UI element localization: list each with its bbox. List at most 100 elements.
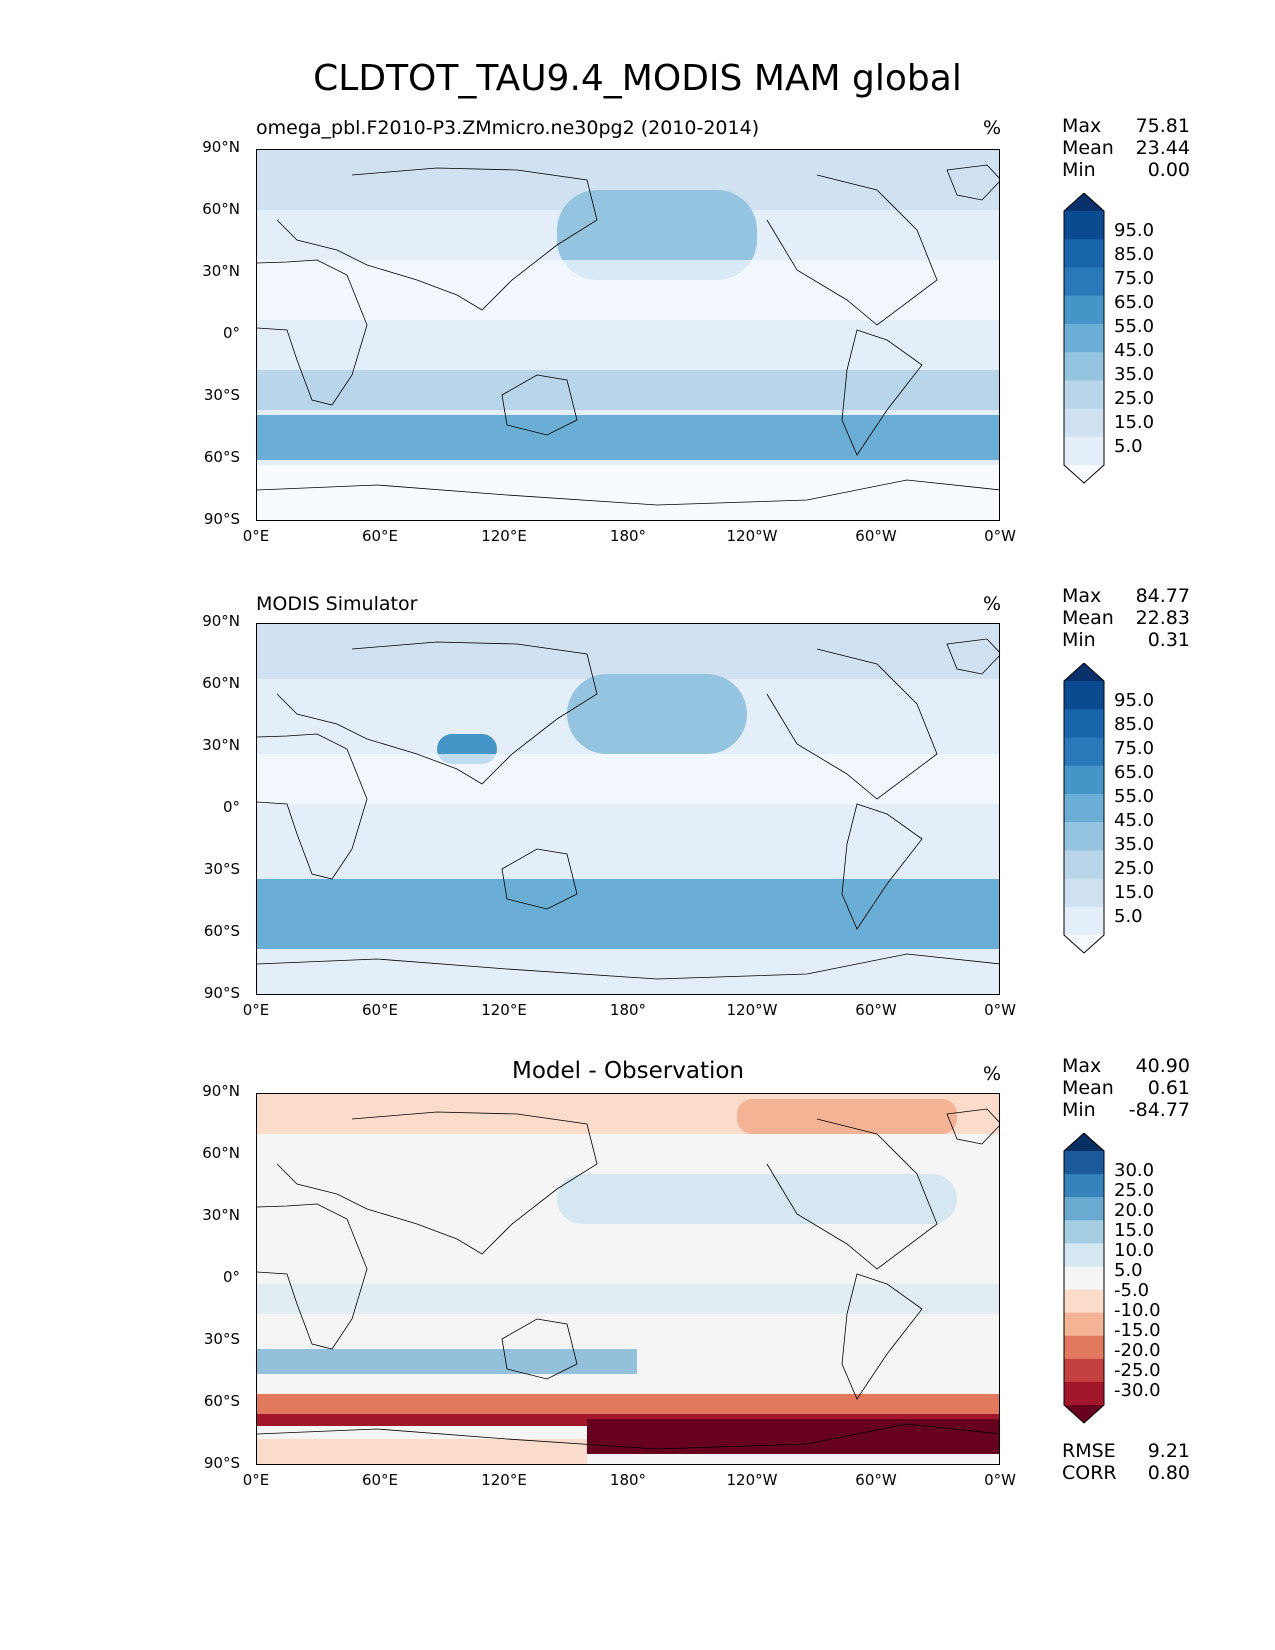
field-band [567, 674, 747, 754]
colorbar [1063, 193, 1105, 484]
y-tick-label: 60°N [202, 1144, 240, 1162]
colorbar-segment [1064, 1381, 1104, 1406]
stat-label: Max [1062, 115, 1102, 137]
y-tick-label: 60°S [203, 448, 240, 466]
colorbar-tick-label: 10.0 [1114, 1240, 1155, 1261]
colorbar-tick-label: 20.0 [1114, 1200, 1155, 1221]
x-tick-label: 0°E [242, 1471, 270, 1489]
coastlines [257, 638, 999, 980]
x-tick-label: 0°E [242, 527, 270, 545]
colorbar-tick-label: 55.0 [1114, 786, 1155, 807]
colorbar-segment [1064, 193, 1104, 211]
colorbar-outline [1063, 193, 1105, 484]
x-tick-label: 60°E [361, 527, 399, 545]
colorbar-segment [1064, 681, 1104, 710]
stat-label: Min [1062, 159, 1096, 181]
units-label: % [983, 117, 1002, 139]
y-tick-label: 0° [222, 324, 240, 342]
field-band [257, 415, 999, 460]
field-band [257, 624, 999, 679]
x-tick-label: 120°E [481, 527, 527, 545]
colorbar-segment [1064, 267, 1104, 297]
x-tick-label: 180° [609, 1471, 647, 1489]
colorbar-tick-label: 45.0 [1114, 340, 1155, 361]
colorbar-tick-label: -15.0 [1114, 1320, 1161, 1341]
colorbar-tick-label: 85.0 [1114, 714, 1155, 735]
field-band [257, 1349, 637, 1374]
colorbar-tick-label: -20.0 [1114, 1340, 1161, 1361]
y-tick-label: 90°S [203, 984, 240, 1002]
colorbar-segment [1064, 822, 1104, 851]
colorbar-segment [1064, 663, 1104, 681]
stat-label: Mean [1062, 607, 1114, 629]
colorbar-segment [1064, 1133, 1104, 1151]
y-tick-label: 30°S [203, 386, 240, 404]
stats-block: Max 40.90 Mean 0.61 Min -84.77 [1062, 1055, 1190, 1121]
stat-label: RMSE [1062, 1440, 1116, 1462]
colorbar-segment [1064, 352, 1104, 381]
colorbar-tick-label: 25.0 [1114, 388, 1155, 409]
colorbar-segment [1064, 1312, 1104, 1337]
colorbar-segment [1064, 1243, 1104, 1267]
colorbar-tick-label: 25.0 [1114, 858, 1155, 879]
field-band [257, 1284, 999, 1314]
stat-label: Max [1062, 1055, 1102, 1077]
y-tick-label: 30°N [202, 736, 240, 754]
y-tick-label: 30°S [203, 860, 240, 878]
stats-block: Max 75.81 Mean 23.44 Min 0.00 [1062, 115, 1190, 181]
colorbar-tick-label: -25.0 [1114, 1360, 1161, 1381]
colorbar-segment [1064, 765, 1104, 795]
colorbar-segment [1064, 323, 1104, 353]
rmse-corr-block: RMSE 9.21 CORR 0.80 [1062, 1440, 1190, 1484]
colorbar-segment [1064, 1289, 1104, 1314]
field-band [737, 1099, 957, 1134]
colorbar-tick-label: -30.0 [1114, 1380, 1161, 1401]
colorbar-segment [1064, 1335, 1104, 1360]
stat-value: 0.00 [1147, 159, 1190, 181]
units-label: % [983, 593, 1002, 615]
x-tick-label: 120°E [481, 1001, 527, 1019]
colorbar-segment [1064, 1220, 1104, 1244]
colorbar-segment [1064, 1197, 1104, 1221]
stat-label: CORR [1062, 1462, 1117, 1484]
x-tick-label: 0°E [242, 1001, 270, 1019]
y-tick-label: 30°N [202, 1206, 240, 1224]
colorbar-segment [1064, 850, 1104, 880]
y-tick-label: 60°S [203, 1392, 240, 1410]
y-tick-label: 0° [222, 798, 240, 816]
stat-value: 9.21 [1147, 1440, 1190, 1462]
stat-label: Mean [1062, 1077, 1114, 1099]
colorbar-tick-label: 5.0 [1114, 906, 1143, 927]
colorbar-outline [1063, 663, 1105, 954]
y-tick-label: 30°S [203, 1330, 240, 1348]
field-band [557, 190, 757, 280]
x-tick-label: 120°W [726, 1001, 778, 1019]
colorbar-tick-label: -10.0 [1114, 1300, 1161, 1321]
field-band [587, 1419, 999, 1454]
stat-value: 0.31 [1147, 629, 1190, 651]
y-tick-label: 0° [222, 1268, 240, 1286]
colorbar-segment [1064, 380, 1104, 410]
field-band [257, 949, 999, 994]
colorbar-segment [1064, 906, 1104, 936]
colorbar-segment [1064, 1174, 1104, 1198]
x-tick-label: 120°W [726, 527, 778, 545]
stat-value: -84.77 [1128, 1099, 1190, 1121]
y-tick-label: 60°N [202, 200, 240, 218]
colorbar-segment [1064, 465, 1104, 483]
colorbar-tick-label: 95.0 [1114, 220, 1155, 241]
colorbar-tick-label: 65.0 [1114, 762, 1155, 783]
colorbar-tick-label: 5.0 [1114, 1260, 1143, 1281]
field-band [257, 465, 999, 520]
y-tick-label: 30°N [202, 262, 240, 280]
x-tick-label: 60°W [855, 1001, 897, 1019]
field-band [257, 260, 999, 320]
y-tick-label: 60°S [203, 922, 240, 940]
stat-label: Mean [1062, 137, 1114, 159]
y-tick-label: 90°S [203, 510, 240, 528]
colorbar-tick-label: 5.0 [1114, 436, 1143, 457]
panel-observation: MODIS Simulator % 90°N 60°N 30°N 0° 30°S… [0, 585, 1275, 1055]
colorbar-tick-label: 75.0 [1114, 268, 1155, 289]
colorbar-segment [1064, 709, 1104, 738]
x-tick-label: 60°E [361, 1471, 399, 1489]
